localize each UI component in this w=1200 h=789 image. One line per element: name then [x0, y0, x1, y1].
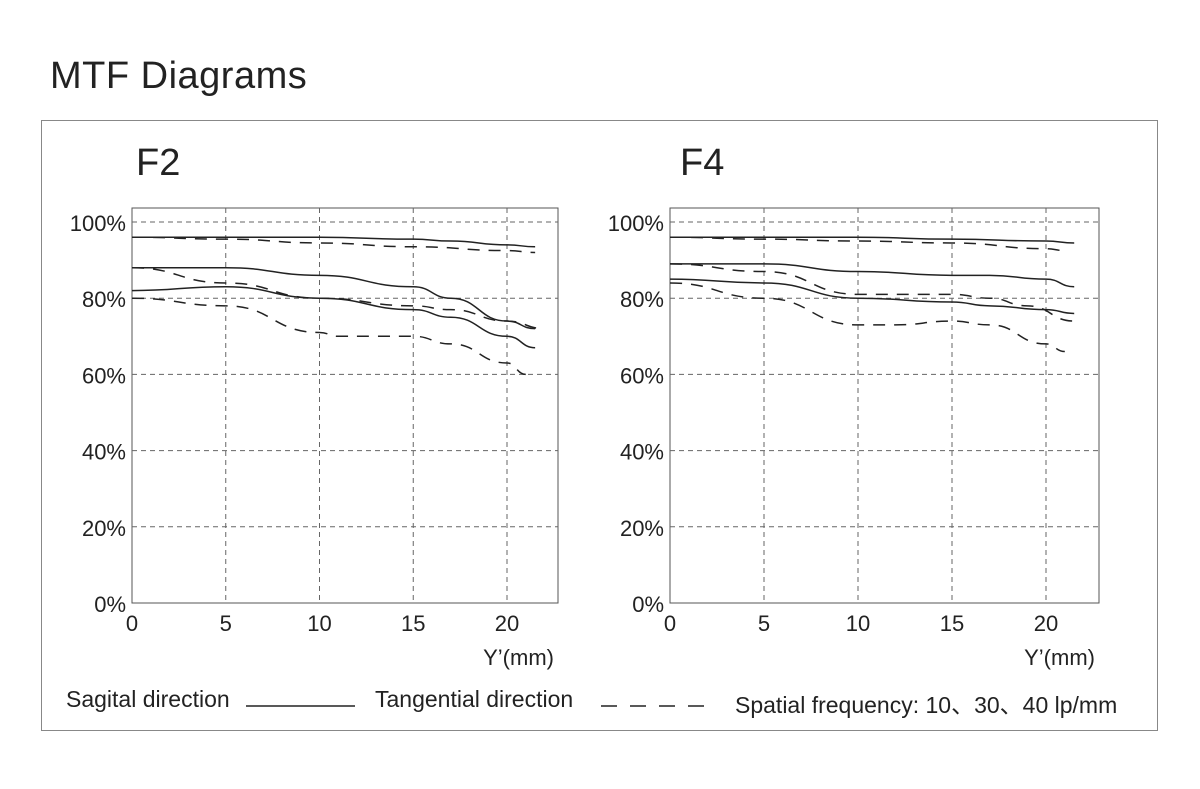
y-tick-label: 100%: [608, 211, 664, 236]
x-tick-label: 10: [307, 611, 331, 636]
legend-tangential-label: Tangential direction: [375, 686, 574, 712]
x-tick-label: 15: [401, 611, 425, 636]
series-line-40-lp-mm-tangential: [131, 297, 526, 376]
x-tick-label: 15: [940, 611, 964, 636]
y-tick-label: 40%: [82, 440, 126, 465]
plot-area: [669, 207, 1100, 604]
y-tick-label: 20%: [82, 516, 126, 541]
y-tick-label: 60%: [620, 363, 664, 388]
x-tick-label: 5: [758, 611, 770, 636]
series-line-30-lp-mm-tangential: [669, 263, 1075, 322]
x-axis-label: Y’(mm): [1024, 645, 1095, 670]
x-tick-label: 5: [220, 611, 232, 636]
series-line-30-lp-mm-sagittal: [670, 263, 1075, 288]
y-tick-label: 80%: [620, 287, 664, 312]
legend-frequency-label: Spatial frequency: 10、30、40 lp/mm: [735, 692, 1118, 718]
legend-sagittal-label: Sagital direction: [66, 686, 230, 712]
y-tick-label: 0%: [632, 592, 664, 617]
series-line-30-lp-mm-sagittal: [131, 266, 536, 330]
x-axis-label: Y’(mm): [483, 645, 554, 670]
y-tick-label: 0%: [94, 592, 126, 617]
x-tick-label: 0: [126, 611, 138, 636]
series-line-10-lp-mm-tangential: [669, 236, 1065, 252]
series-line-40-lp-mm-tangential: [669, 282, 1065, 353]
series-line-40-lp-mm-sagittal: [669, 278, 1075, 315]
series-line-10-lp-mm-sagittal: [132, 236, 536, 248]
series-line-40-lp-mm-sagittal: [131, 286, 536, 349]
series-line-10-lp-mm-sagittal: [670, 236, 1075, 244]
x-tick-label: 20: [1034, 611, 1058, 636]
chart-title-f4: F4: [680, 142, 724, 184]
chart-title-f2: F2: [136, 142, 180, 184]
y-tick-label: 40%: [620, 440, 664, 465]
series-line-10-lp-mm-tangential: [131, 236, 536, 254]
plot-area: [131, 207, 559, 604]
y-tick-label: 100%: [70, 211, 126, 236]
y-tick-label: 20%: [620, 516, 664, 541]
y-tick-label: 80%: [82, 287, 126, 312]
series-line-30-lp-mm-tangential: [131, 266, 545, 330]
x-tick-label: 0: [664, 611, 676, 636]
x-tick-label: 20: [495, 611, 519, 636]
x-tick-label: 10: [846, 611, 870, 636]
page-title: MTF Diagrams: [50, 55, 308, 97]
chart-frame: [41, 120, 1158, 731]
y-tick-label: 60%: [82, 363, 126, 388]
